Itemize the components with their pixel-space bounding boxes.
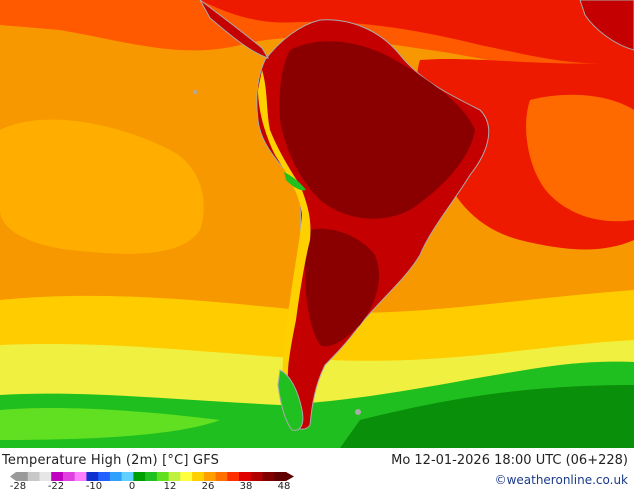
legend-color-bar xyxy=(10,472,294,481)
legend-swatch xyxy=(16,472,29,481)
central-america xyxy=(199,0,270,59)
legend-tick-label: -10 xyxy=(85,481,103,492)
credit-link[interactable]: ©weatheronline.co.uk xyxy=(494,473,628,487)
legend-swatch xyxy=(133,472,146,481)
legend-swatch xyxy=(180,472,193,481)
legend-swatch xyxy=(145,472,158,481)
amazon-very-hot xyxy=(279,41,475,219)
legend-swatch xyxy=(51,472,64,481)
legend-tick-label: 48 xyxy=(277,481,291,492)
legend-arrow-left xyxy=(10,472,16,481)
east-ocean-orange xyxy=(526,94,634,222)
legend-swatch xyxy=(215,472,228,481)
south-light-green-patch xyxy=(0,408,220,440)
legend-swatch xyxy=(274,472,287,481)
legend-arrow-right xyxy=(286,472,294,481)
legend-swatch xyxy=(27,472,40,481)
legend-swatch xyxy=(168,472,181,481)
north-red-zone xyxy=(200,0,634,64)
legend-swatch xyxy=(262,472,275,481)
andes-green-patch xyxy=(284,172,306,191)
patagonia-cold xyxy=(277,369,304,431)
legend-swatch xyxy=(239,472,252,481)
legend-swatch xyxy=(121,472,134,481)
legend-swatch xyxy=(62,472,76,481)
legend-tick-label: -22 xyxy=(47,481,65,492)
color-legend: -28 -22 -10 0 12 26 38 48 xyxy=(10,472,295,492)
legend-swatch xyxy=(39,472,52,481)
andes-cool-strip xyxy=(258,70,311,392)
legend-swatch xyxy=(109,472,123,481)
map-footer: Temperature High (2m) [°C] GFS Mo 12-01-… xyxy=(0,448,634,492)
legend-swatch xyxy=(98,472,111,481)
legend-tick-label: 38 xyxy=(239,481,253,492)
legend-swatch xyxy=(192,472,205,481)
chaco-very-hot xyxy=(305,228,380,347)
legend-tick-label: 12 xyxy=(163,481,177,492)
legend-swatch xyxy=(227,472,240,481)
legend-swatch xyxy=(74,472,87,481)
legend-swatch xyxy=(203,472,217,481)
forecast-datetime: Mo 12-01-2026 18:00 UTC (06+228) xyxy=(391,453,628,468)
south-deep-green-band xyxy=(340,385,634,448)
legend-swatch xyxy=(250,472,264,481)
map-title: Temperature High (2m) [°C] GFS xyxy=(2,453,220,468)
galapagos-island xyxy=(193,90,197,94)
legend-tick-label: -28 xyxy=(9,481,27,492)
falkland-island xyxy=(355,409,361,415)
legend-tick-label: 0 xyxy=(128,481,136,492)
west-ocean-cool xyxy=(0,119,204,254)
legend-tick-label: 26 xyxy=(201,481,215,492)
legend-swatch xyxy=(86,472,99,481)
temperature-map xyxy=(0,0,634,448)
legend-swatch xyxy=(156,472,170,481)
